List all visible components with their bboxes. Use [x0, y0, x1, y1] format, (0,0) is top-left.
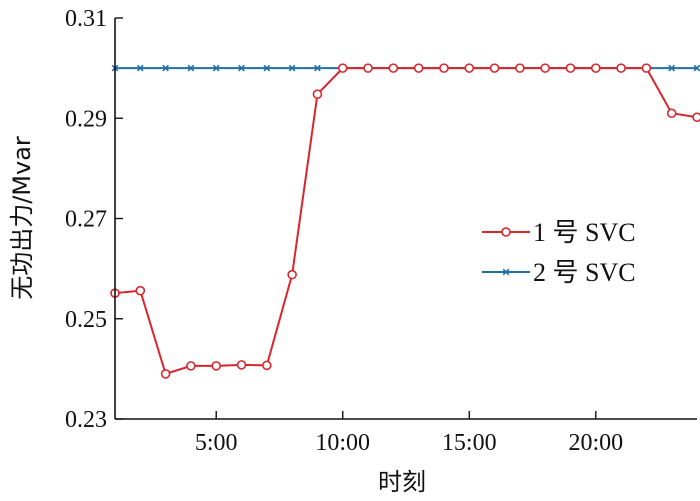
data-point	[187, 64, 195, 72]
data-point	[363, 63, 373, 73]
x-marker-stroke	[187, 64, 195, 72]
data-point	[489, 63, 500, 73]
x-marker-stroke	[288, 64, 296, 72]
data-point	[211, 361, 222, 371]
y-tick-label: 0.25	[65, 307, 107, 333]
legend-entry: 1 号 SVC	[482, 218, 636, 247]
y-axis-title: 无功出力/Mvar	[8, 136, 36, 300]
data-point	[388, 63, 399, 73]
x-marker-stroke	[314, 64, 321, 72]
legend-entry: 2 号 SVC	[482, 258, 636, 287]
data-point	[263, 64, 271, 72]
data-point	[590, 63, 601, 73]
legend-marker	[502, 268, 510, 276]
data-point	[668, 64, 676, 72]
x-tick-label: 5:00	[195, 430, 238, 456]
x-marker-stroke	[136, 64, 144, 72]
data-point	[515, 63, 525, 73]
data-point	[162, 64, 169, 72]
y-tick-label: 0.23	[65, 407, 107, 433]
data-point	[312, 89, 323, 99]
legend-label: 2 号 SVC	[533, 258, 636, 287]
x-tick-label: 20:00	[568, 430, 623, 456]
data-point	[540, 63, 550, 73]
data-point	[287, 269, 297, 280]
legend: 1 号 SVC 2 号 SVC	[482, 218, 636, 287]
ticks: 0.23 0.25 0.27 0.29 0.31 5:00 10:00 15:00 20:00	[65, 6, 623, 456]
x-marker-stroke	[263, 64, 271, 72]
series-1	[110, 63, 700, 379]
x-marker-stroke	[668, 64, 676, 72]
data-point	[464, 63, 475, 73]
data-point	[693, 64, 700, 72]
data-point	[439, 63, 449, 73]
x-marker-stroke	[162, 64, 169, 72]
data-point	[337, 63, 348, 73]
data-point	[641, 63, 652, 73]
x-marker-stroke	[693, 64, 700, 72]
data-point	[666, 108, 677, 119]
legend-label: 1 号 SVC	[533, 218, 636, 247]
x-tick-label: 10:00	[315, 430, 370, 456]
data-point	[136, 64, 144, 72]
y-tick-label: 0.31	[65, 6, 107, 32]
plot-area	[110, 63, 700, 379]
legend-marker	[501, 227, 511, 237]
y-tick-label: 0.29	[65, 106, 107, 132]
data-point	[236, 360, 247, 370]
data-point	[135, 285, 146, 296]
data-point	[212, 64, 220, 72]
data-point	[186, 361, 196, 371]
data-point	[238, 64, 245, 72]
data-point	[314, 64, 321, 72]
data-point	[616, 63, 626, 73]
data-point	[413, 63, 424, 73]
data-point	[288, 64, 296, 72]
x-marker-stroke	[502, 268, 510, 276]
x-axis-title: 时刻	[378, 468, 426, 496]
x-marker-stroke	[212, 64, 220, 72]
data-point	[692, 112, 700, 123]
data-point	[262, 360, 272, 371]
data-point	[565, 63, 576, 73]
y-tick-label: 0.27	[65, 207, 107, 233]
x-tick-label: 15:00	[442, 430, 497, 456]
x-marker-stroke	[238, 64, 245, 72]
data-point	[160, 369, 171, 379]
